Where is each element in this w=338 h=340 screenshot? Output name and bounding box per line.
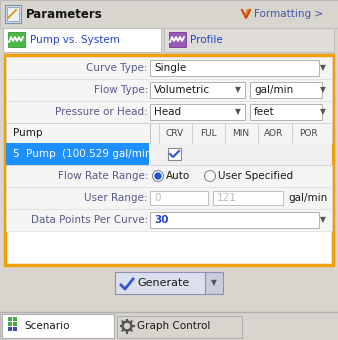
Bar	[115, 272, 205, 294]
Bar	[8, 327, 12, 331]
Text: ▼: ▼	[235, 85, 241, 95]
Text: Data Points Per Curve:: Data Points Per Curve:	[31, 215, 148, 225]
Text: ▼: ▼	[320, 64, 326, 72]
Bar	[5, 55, 333, 265]
Circle shape	[152, 170, 164, 182]
Bar	[169, 32, 186, 47]
Text: CRV: CRV	[166, 129, 184, 137]
Bar	[150, 143, 332, 165]
Text: 5  Pump  (100.529 gal/min): 5 Pump (100.529 gal/min)	[13, 149, 155, 159]
Bar	[6, 165, 332, 187]
Text: AOR: AOR	[264, 129, 284, 137]
Text: gal/min: gal/min	[254, 85, 293, 95]
Text: POR: POR	[299, 129, 317, 137]
Bar	[0, 0, 338, 28]
Bar	[250, 82, 322, 98]
Bar	[164, 28, 334, 52]
Text: Curve Type:: Curve Type:	[87, 63, 148, 73]
Bar	[150, 60, 319, 76]
Bar	[213, 191, 283, 205]
Bar	[150, 212, 319, 228]
Text: ▼: ▼	[320, 216, 326, 224]
Text: 0: 0	[154, 193, 161, 203]
Bar	[8, 32, 25, 47]
Text: Flow Rate Range:: Flow Rate Range:	[57, 171, 148, 181]
Bar	[13, 317, 17, 321]
Circle shape	[124, 323, 129, 328]
Text: User Specified: User Specified	[218, 171, 293, 181]
Text: MIN: MIN	[233, 129, 249, 137]
Text: FUL: FUL	[200, 129, 216, 137]
Bar	[3, 28, 161, 52]
Text: 30: 30	[154, 215, 169, 225]
Text: Formatting >: Formatting >	[254, 9, 323, 19]
Bar	[6, 57, 332, 79]
Text: Generate: Generate	[137, 278, 189, 288]
Bar	[150, 82, 245, 98]
Circle shape	[204, 170, 216, 182]
Bar	[6, 187, 332, 209]
Bar	[205, 272, 223, 294]
Circle shape	[155, 173, 161, 179]
Text: Volumetric: Volumetric	[154, 85, 210, 95]
Bar	[6, 143, 149, 165]
Bar	[7, 7, 19, 21]
Text: Pump: Pump	[13, 128, 43, 138]
Bar	[2, 314, 114, 338]
Circle shape	[122, 321, 132, 331]
Text: feet: feet	[254, 107, 274, 117]
Bar	[13, 322, 17, 326]
Bar	[6, 79, 332, 101]
Bar	[117, 316, 242, 338]
Bar	[5, 5, 21, 23]
Text: Head: Head	[154, 107, 181, 117]
Text: 121: 121	[217, 193, 237, 203]
Text: ▼: ▼	[211, 278, 217, 288]
Bar	[6, 123, 332, 143]
Text: Scenario: Scenario	[24, 321, 70, 331]
Text: Profile: Profile	[190, 35, 223, 45]
Text: Graph Control: Graph Control	[137, 321, 210, 331]
Text: ▼: ▼	[320, 107, 326, 117]
Bar	[150, 104, 245, 120]
Bar	[250, 104, 322, 120]
Text: Auto: Auto	[166, 171, 190, 181]
Text: ▼: ▼	[235, 107, 241, 117]
Text: Pressure or Head:: Pressure or Head:	[55, 107, 148, 117]
Text: User Range:: User Range:	[84, 193, 148, 203]
Bar	[168, 148, 181, 160]
Bar	[150, 191, 208, 205]
Text: Pump vs. System: Pump vs. System	[30, 35, 120, 45]
Bar	[6, 209, 332, 231]
Bar	[8, 317, 12, 321]
Bar	[0, 312, 338, 340]
Text: gal/min: gal/min	[288, 193, 327, 203]
Text: Parameters: Parameters	[26, 7, 103, 20]
Text: ▼: ▼	[320, 85, 326, 95]
Bar	[8, 322, 12, 326]
Bar	[6, 101, 332, 123]
Bar	[13, 327, 17, 331]
Text: Flow Type:: Flow Type:	[94, 85, 148, 95]
Text: Single: Single	[154, 63, 186, 73]
